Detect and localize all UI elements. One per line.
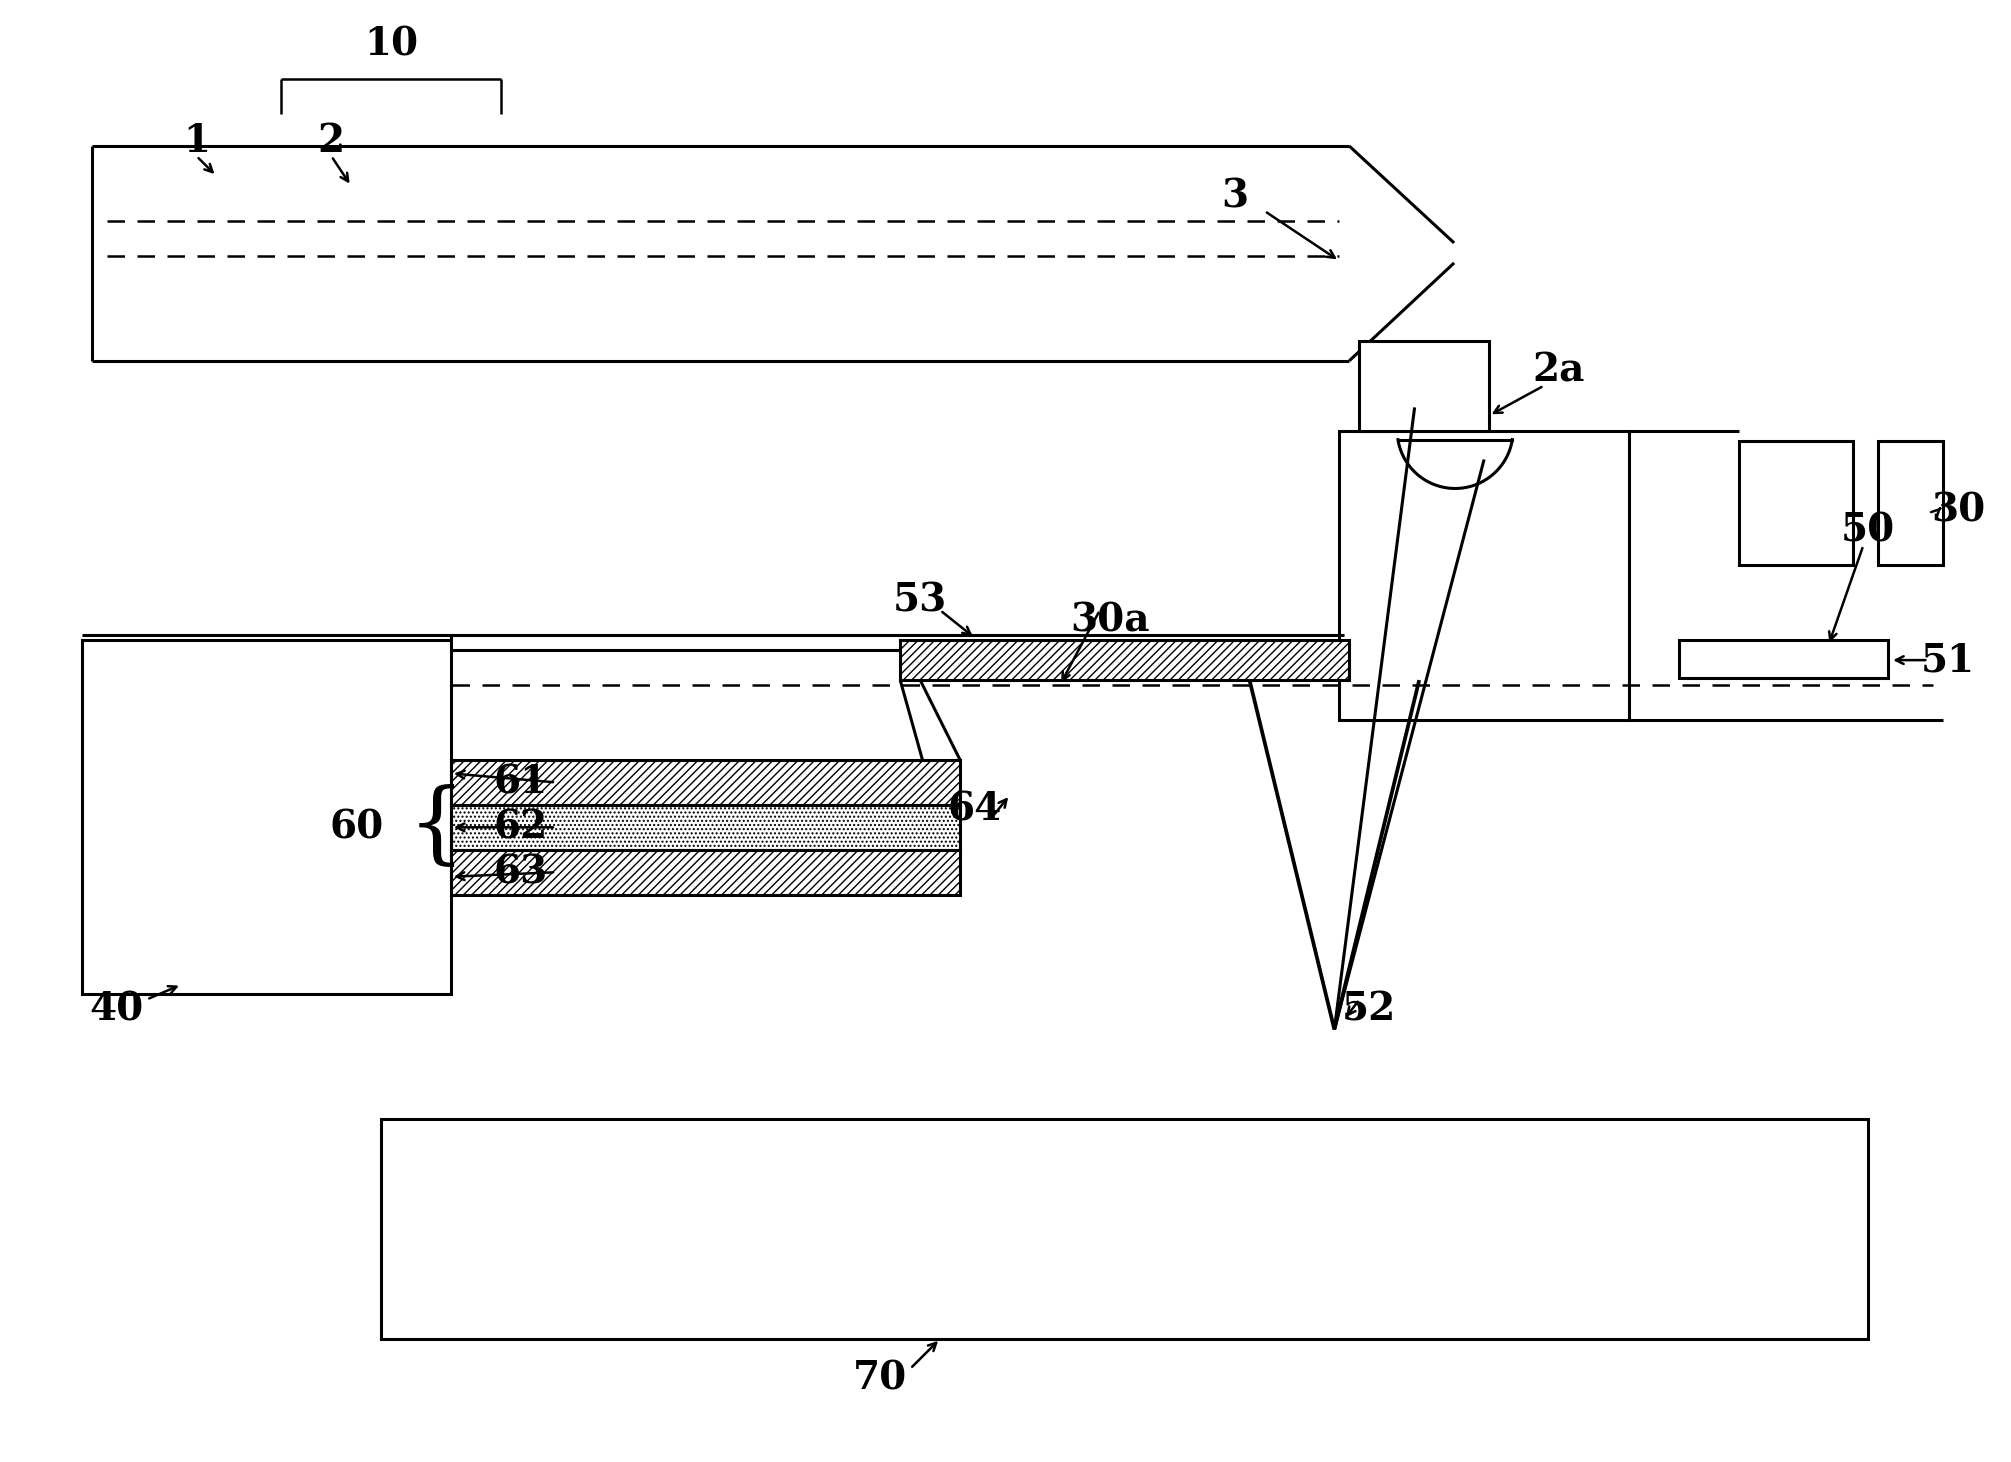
Text: 2a: 2a [1532,352,1585,390]
Text: 2: 2 [318,123,344,161]
Text: 63: 63 [495,854,549,892]
Text: {: { [408,784,465,871]
Text: 30a: 30a [1070,601,1150,639]
Bar [382,1120,1868,1339]
Text: 52: 52 [1341,990,1396,1028]
Bar [82,640,450,994]
Bar [901,640,1349,680]
Text: 3: 3 [1221,177,1249,215]
Bar [1679,640,1888,678]
Text: 51: 51 [1921,642,1975,680]
Text: 1: 1 [183,123,209,161]
Bar [1740,440,1854,566]
Bar [1359,341,1488,431]
Text: 50: 50 [1842,512,1896,550]
Text: 53: 53 [893,582,947,620]
Text: 10: 10 [364,25,418,63]
Text: 62: 62 [495,808,549,846]
Text: 40: 40 [90,990,145,1028]
Text: 64: 64 [947,791,1001,829]
Bar [1339,431,1629,719]
Bar [1878,440,1943,566]
Text: 30: 30 [1931,491,1985,529]
Text: 70: 70 [853,1360,907,1398]
Bar [450,806,959,849]
Bar [450,760,959,806]
Text: 60: 60 [330,808,384,846]
Text: 61: 61 [495,763,547,801]
Bar [450,849,959,895]
